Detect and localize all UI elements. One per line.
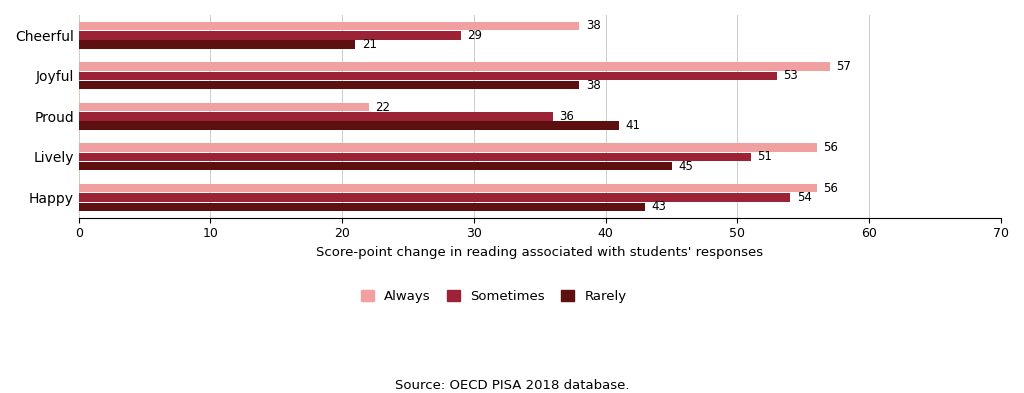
Bar — [79, 193, 791, 202]
Text: 38: 38 — [586, 79, 601, 92]
Text: 29: 29 — [467, 29, 482, 42]
Text: 38: 38 — [586, 19, 601, 33]
Bar — [79, 152, 751, 161]
Bar — [79, 162, 672, 171]
Bar — [79, 143, 816, 152]
Bar — [79, 72, 777, 80]
Bar — [79, 22, 580, 30]
Legend: Always, Sometimes, Rarely: Always, Sometimes, Rarely — [355, 285, 632, 309]
Text: 36: 36 — [560, 110, 574, 123]
Text: 53: 53 — [783, 69, 799, 82]
Text: 56: 56 — [823, 141, 838, 154]
Text: 57: 57 — [837, 60, 851, 73]
Text: 54: 54 — [797, 191, 812, 204]
Bar — [79, 112, 553, 121]
Bar — [79, 62, 829, 71]
Bar — [79, 184, 816, 193]
Bar — [79, 121, 618, 130]
Bar — [79, 31, 461, 40]
Text: 22: 22 — [375, 101, 390, 114]
Bar — [79, 40, 355, 49]
Bar — [79, 81, 580, 89]
Text: 41: 41 — [626, 119, 640, 132]
Text: 51: 51 — [758, 151, 772, 163]
Text: Source: OECD PISA 2018 database.: Source: OECD PISA 2018 database. — [394, 379, 630, 392]
Text: 56: 56 — [823, 182, 838, 195]
Text: 21: 21 — [362, 38, 377, 51]
Bar — [79, 103, 369, 111]
X-axis label: Score-point change in reading associated with students' responses: Score-point change in reading associated… — [316, 246, 764, 259]
Text: 45: 45 — [678, 160, 693, 173]
Bar — [79, 202, 645, 211]
Text: 43: 43 — [652, 200, 667, 213]
